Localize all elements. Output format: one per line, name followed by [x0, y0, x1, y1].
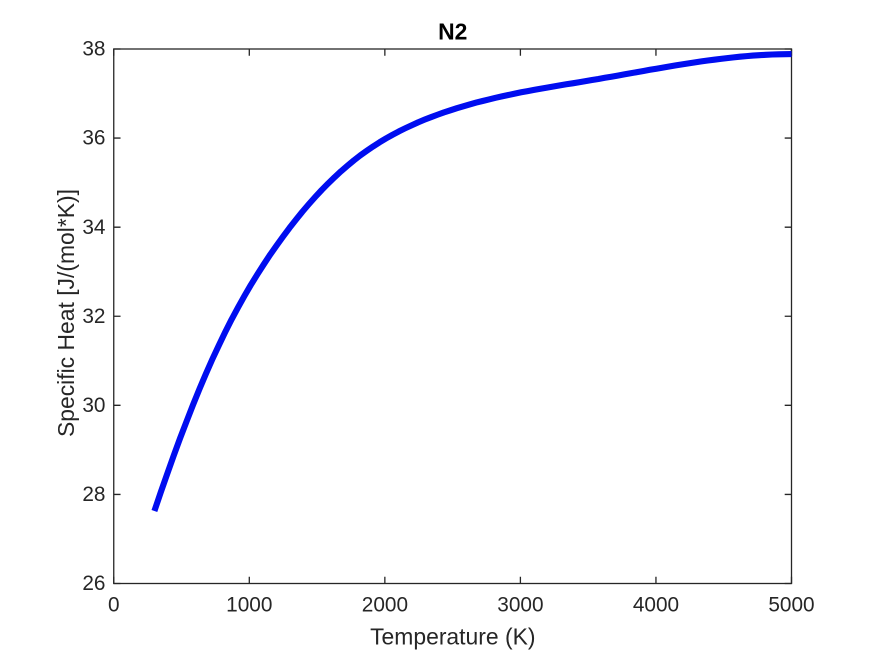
svg-text:28: 28 [82, 483, 105, 506]
svg-text:Temperature (K): Temperature (K) [370, 623, 535, 649]
svg-text:N2: N2 [438, 19, 467, 45]
svg-text:3000: 3000 [497, 593, 543, 616]
svg-text:34: 34 [82, 216, 105, 239]
svg-text:Specific Heat [J/(mol*K)]: Specific Heat [J/(mol*K)] [53, 189, 79, 437]
svg-text:0: 0 [108, 593, 120, 616]
svg-text:38: 38 [82, 38, 105, 61]
svg-text:5000: 5000 [768, 593, 814, 616]
svg-text:36: 36 [82, 127, 105, 150]
svg-text:26: 26 [82, 572, 105, 595]
svg-text:32: 32 [82, 305, 105, 328]
svg-text:2000: 2000 [362, 593, 408, 616]
svg-text:4000: 4000 [633, 593, 679, 616]
svg-text:30: 30 [82, 394, 105, 417]
svg-text:1000: 1000 [226, 593, 272, 616]
